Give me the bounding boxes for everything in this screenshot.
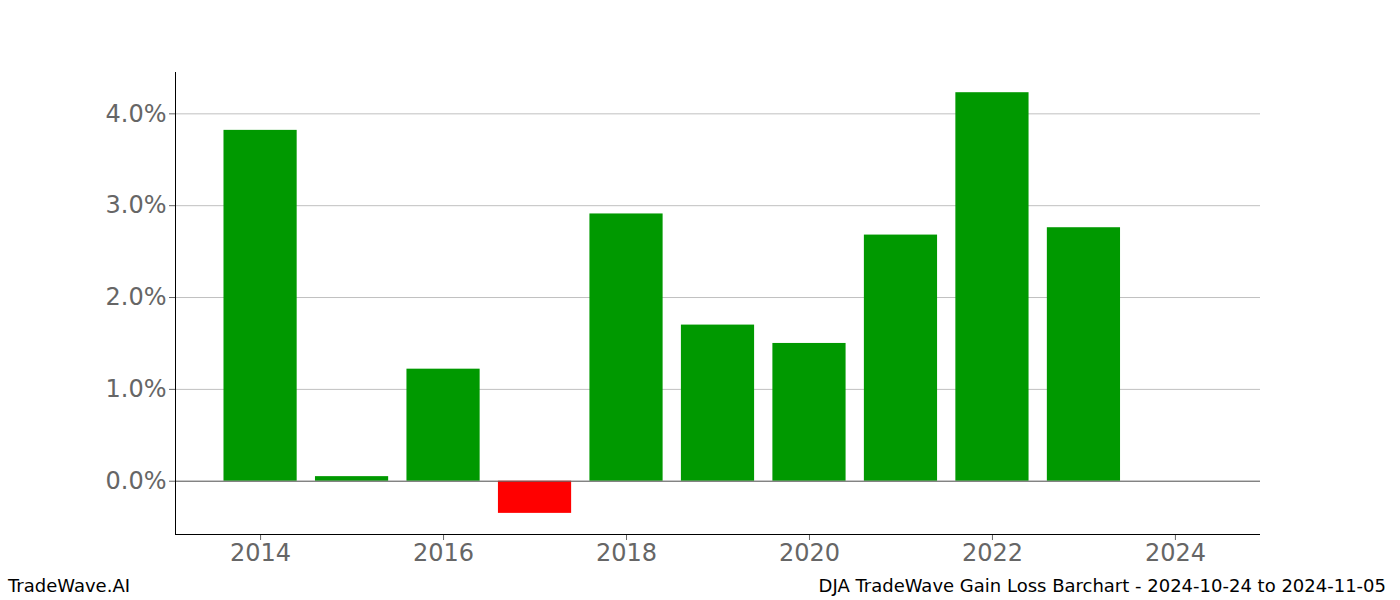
svg-text:2016: 2016 xyxy=(413,539,474,567)
svg-text:2022: 2022 xyxy=(962,539,1023,567)
svg-text:1.0%: 1.0% xyxy=(106,375,167,403)
html-text:DJA TradeWave Gain Loss Barcha: DJA TradeWave Gain Loss Barchart - 2024-… xyxy=(818,574,1386,596)
svg-text:2.0%: 2.0% xyxy=(106,283,167,311)
svg-text:3.0%: 3.0% xyxy=(106,191,167,219)
svg-text:2024: 2024 xyxy=(1145,539,1206,567)
svg-text:0.0%: 0.0% xyxy=(106,467,167,495)
svg-text:2020: 2020 xyxy=(779,539,840,567)
svg-text:4.0%: 4.0% xyxy=(106,100,167,128)
svg-text:2018: 2018 xyxy=(596,539,657,567)
svg-text:2014: 2014 xyxy=(230,539,291,567)
html-text:TradeWave.AI: TradeWave.AI xyxy=(8,574,130,596)
